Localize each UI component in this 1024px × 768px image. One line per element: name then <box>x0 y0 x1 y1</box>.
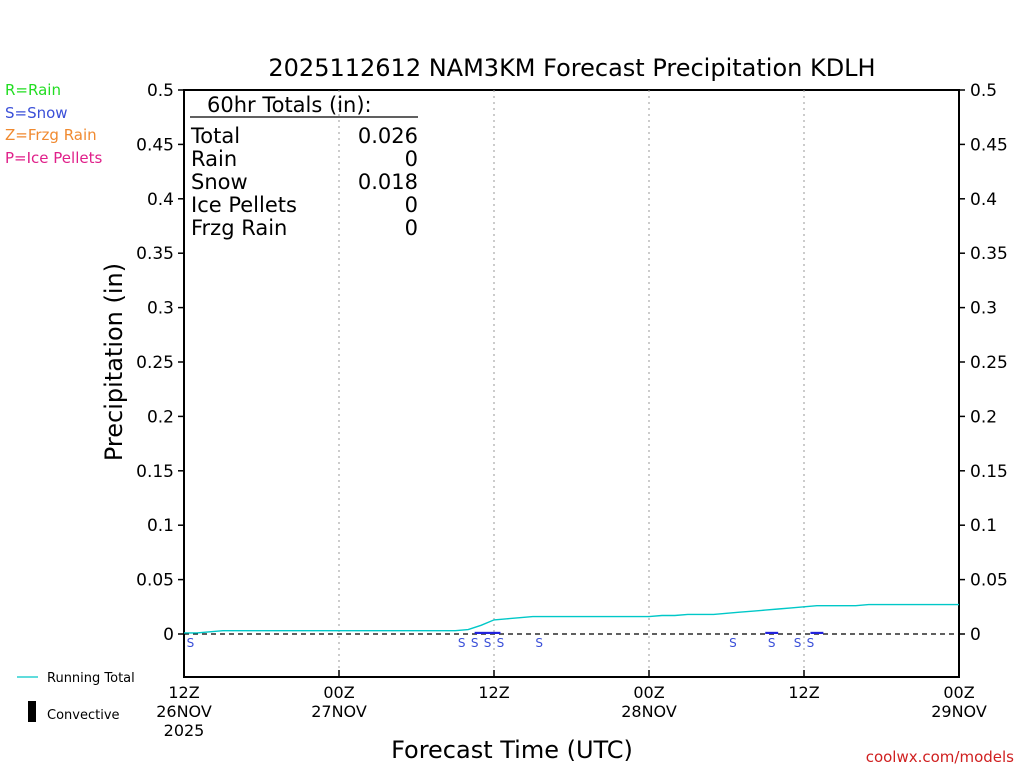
x-tick-label-1-1: 27NOV <box>311 702 367 721</box>
x-axis-label: Forecast Time (UTC) <box>391 736 633 764</box>
legend-frzg-rain: Z=Frzg Rain <box>5 126 97 144</box>
chart-title: 2025112612 NAM3KM Forecast Precipitation… <box>268 54 875 82</box>
convective-legend-label: Convective <box>47 708 120 723</box>
series-line-0 <box>184 603 959 634</box>
y-tick-label-left-4: 0.2 <box>147 407 174 427</box>
y-tick-label-right-2: 0.1 <box>970 516 997 536</box>
x-tick-label-2-0: 12Z <box>478 683 509 702</box>
y-tick-label-left-8: 0.4 <box>147 190 174 210</box>
y-tick-label-left-6: 0.3 <box>147 299 174 319</box>
y-tick-label-left-9: 0.45 <box>136 135 174 155</box>
precip-type-marker-0: S <box>187 636 195 650</box>
y-tick-label-left-10: 0.5 <box>147 81 174 101</box>
precip-type-marker-8: S <box>794 636 802 650</box>
precip-type-marker-5: S <box>535 636 543 650</box>
totals-label-0: Total <box>190 124 240 148</box>
y-tick-label-left-5: 0.25 <box>136 353 174 373</box>
precip-type-marker-2: S <box>471 636 479 650</box>
gridlines <box>338 90 805 677</box>
totals-label-1: Rain <box>191 147 237 171</box>
precip-type-marker-6: S <box>729 636 737 650</box>
y-tick-label-right-10: 0.5 <box>970 81 997 101</box>
x-tick-label-0-0: 12Z <box>168 683 199 702</box>
y-tick-label-right-1: 0.05 <box>970 571 1008 591</box>
legend-ice-pellets: P=Ice Pellets <box>5 149 103 167</box>
x-tick-label-1-0: 00Z <box>323 683 354 702</box>
totals-box: 60hr Totals (in): Total 0.026 Rain 0 Snow 0.0… <box>190 93 418 240</box>
running-total-series <box>184 603 959 634</box>
y-axis-label: Precipitation (in) <box>100 263 128 461</box>
plot-frame <box>183 89 960 678</box>
x-tick-label-5-1: 29NOV <box>931 702 987 721</box>
legend-snow: S=Snow <box>5 104 68 122</box>
y-tick-label-left-7: 0.35 <box>136 244 174 264</box>
precip-type-marker-1: S <box>458 636 466 650</box>
x-tick-label-5-0: 00Z <box>943 683 974 702</box>
y-tick-label-left-0: 0 <box>163 625 174 645</box>
x-tick-label-4-0: 12Z <box>788 683 819 702</box>
convective-bar-1 <box>765 631 779 634</box>
totals-value-4: 0 <box>405 216 418 240</box>
y-tick-label-right-8: 0.4 <box>970 190 997 210</box>
totals-value-2: 0.018 <box>358 170 418 194</box>
precip-type-marker-3: S <box>484 636 492 650</box>
x-tick-label-0-2: 2025 <box>164 721 205 740</box>
y-tick-label-right-3: 0.15 <box>970 462 1008 482</box>
totals-value-1: 0 <box>405 147 418 171</box>
axis-ticks: 0 00.05 0.050.1 0.10.15 0.150.2 0.20.25 0.250.… <box>136 81 1008 740</box>
precip-type-marker-7: S <box>768 636 776 650</box>
precip-type-marker-4: S <box>497 636 505 650</box>
y-tick-label-right-6: 0.3 <box>970 299 997 319</box>
y-tick-label-left-1: 0.05 <box>136 571 174 591</box>
x-tick-label-3-0: 00Z <box>633 683 664 702</box>
y-tick-label-left-2: 0.1 <box>147 516 174 536</box>
totals-label-3: Ice Pellets <box>191 193 297 217</box>
credit-label: coolwx.com/models <box>866 748 1014 766</box>
totals-rows: Total 0.026 Rain 0 Snow 0.018 Ice Pellets 0 Frzg… <box>190 124 418 240</box>
running-total-legend-label: Running Total <box>47 671 135 686</box>
x-tick-label-0-1: 26NOV <box>156 702 212 721</box>
y-tick-label-right-0: 0 <box>970 625 981 645</box>
totals-heading: 60hr Totals (in): <box>207 93 372 117</box>
totals-value-3: 0 <box>405 193 418 217</box>
legend-rain: R=Rain <box>5 81 61 99</box>
totals-label-2: Snow <box>191 170 248 194</box>
y-tick-label-right-9: 0.45 <box>970 135 1008 155</box>
precip-type-marker-9: S <box>807 636 815 650</box>
y-tick-label-right-4: 0.2 <box>970 407 997 427</box>
y-tick-label-left-3: 0.15 <box>136 462 174 482</box>
convective-bar-2 <box>810 631 824 634</box>
totals-value-0: 0.026 <box>358 124 418 148</box>
convective-bar-0 <box>474 631 501 634</box>
x-tick-label-3-1: 28NOV <box>621 702 677 721</box>
convective-bars <box>474 631 824 634</box>
totals-label-4: Frzg Rain <box>191 216 287 240</box>
y-tick-label-right-5: 0.25 <box>970 353 1008 373</box>
convective-legend-swatch <box>28 701 36 722</box>
y-tick-label-right-7: 0.35 <box>970 244 1008 264</box>
